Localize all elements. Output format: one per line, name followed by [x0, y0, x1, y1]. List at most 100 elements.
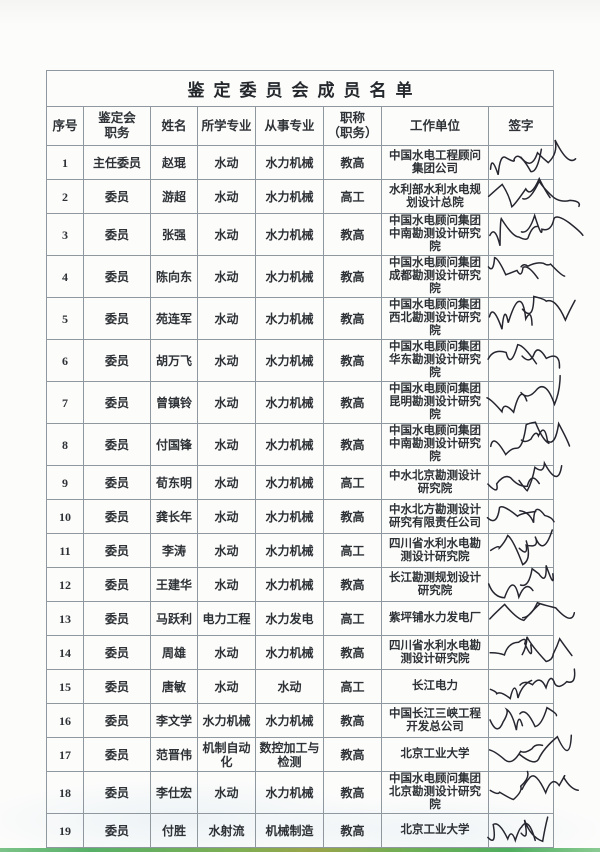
column-header: 所学专业 — [197, 106, 256, 146]
role-cell: 委员 — [83, 669, 151, 704]
job-title-cell: 教高 — [323, 813, 382, 848]
signature-cell — [488, 668, 576, 704]
major-cell: 水动 — [197, 499, 256, 534]
name-cell: 付国锋 — [150, 423, 198, 466]
job-title-cell: 高工 — [323, 601, 382, 636]
name-cell: 陈向东 — [150, 255, 198, 298]
table-header-row: 序号 鉴定会 职务 姓名 所学专业 从事专业 职称 （职务） 工作单位 签字 — [46, 106, 554, 146]
job-title-cell: 高工 — [323, 465, 382, 500]
job-title-cell: 高工 — [323, 669, 382, 704]
row-number-cell: 14 — [46, 635, 84, 670]
major-cell: 水动 — [197, 179, 256, 214]
signature-cell — [487, 460, 563, 500]
signature-scribble — [488, 734, 573, 763]
table-row: 9 委员 荀东明 水动 水力机械 高工 中水北京勘测设计研究院 — [46, 460, 563, 500]
row-number-cell: 4 — [46, 255, 84, 298]
role-cell: 委员 — [83, 771, 151, 814]
table-row: 12 委员 王建华 水动 水力机械 教高 长江勘测规划设计研究院 — [46, 565, 554, 602]
signature-cell — [488, 139, 577, 180]
table-row: 2 委员 游超 水动 水力机械 高工 水利部水利水电规划设计总院 — [46, 176, 581, 214]
job-title-cell: 教高 — [323, 339, 382, 382]
major-cell: 水动 — [197, 567, 256, 602]
work-unit-cell: 中国水电顾问集团北京勘测设计研究院 — [381, 771, 489, 814]
signature-scribble — [488, 295, 576, 330]
column-header: 鉴定会 职务 — [83, 106, 151, 146]
signature-cell — [488, 212, 584, 256]
job-title-cell: 教高 — [323, 499, 382, 534]
signature-scribble — [487, 176, 581, 209]
table-row: 7 委员 曾镇铃 水动 水力机械 教高 中国水电顾问集团昆明勘测设计研究院 — [46, 374, 561, 424]
major-cell: 机制自动化 — [197, 737, 256, 772]
name-cell: 李仕宏 — [150, 771, 198, 814]
work-unit-cell: 长江电力 — [381, 669, 489, 704]
name-cell: 周雄 — [150, 635, 198, 670]
row-number-cell: 2 — [46, 179, 84, 214]
signature-cell — [486, 374, 561, 424]
column-header: 序号 — [46, 106, 84, 146]
job-title-cell: 教高 — [323, 255, 382, 298]
job-title-cell: 教高 — [323, 635, 382, 670]
row-number-cell: 9 — [46, 465, 84, 500]
role-cell: 委员 — [83, 179, 151, 214]
signature-scribble — [486, 374, 561, 414]
work-unit-cell: 北京工业大学 — [381, 813, 489, 848]
job-title-cell: 教高 — [323, 297, 382, 340]
signature-scribble — [489, 636, 573, 663]
table-row: 16 委员 李文学 水力机械 水力机械 教高 中国长江三峡工程开发总公司 — [46, 703, 558, 738]
major-cell: 水动 — [197, 297, 256, 340]
committee-roster-table: 鉴定委员会成员名单 序号 鉴定会 职务 姓名 所学专业 从事专业 职称 （职务） 工作单位签… — [46, 70, 584, 848]
signature-cell — [487, 813, 554, 848]
work-unit-cell: 中国水电顾问集团昆明勘测设计研究院 — [381, 381, 489, 424]
name-cell: 张强 — [150, 213, 198, 256]
signature-scribble — [487, 256, 566, 280]
job-title-cell: 教高 — [323, 567, 382, 602]
work-unit-cell: 中国长江三峡工程开发总公司 — [381, 703, 489, 738]
column-header: 签字 — [488, 106, 554, 146]
role-cell: 委员 — [83, 703, 151, 738]
name-cell: 付胜 — [150, 813, 198, 848]
row-number-cell: 19 — [46, 813, 84, 848]
signature-scribble — [489, 421, 571, 456]
major-cell: 水动 — [197, 533, 256, 568]
major-cell: 水动 — [197, 635, 256, 670]
role-cell: 委员 — [83, 381, 151, 424]
name-cell: 赵琨 — [150, 145, 198, 180]
profession-cell: 机械制造 — [255, 813, 324, 848]
job-title-cell: 教高 — [323, 381, 382, 424]
row-number-cell: 16 — [46, 703, 84, 738]
work-unit-cell: 中国水电顾问集团中南勘测设计研究院 — [381, 423, 489, 466]
job-title-cell: 高工 — [323, 533, 382, 568]
scan-edge-strip — [0, 848, 600, 852]
work-unit-cell: 中国水电顾问集团华东勘测设计研究院 — [381, 339, 489, 382]
profession-cell: 数控加工与检测 — [255, 737, 324, 772]
table-row: 1 主任委员 赵琨 水动 水力机械 教高 中国水电工程顾问集团公司 — [46, 139, 577, 180]
profession-cell: 水力机械 — [255, 213, 324, 256]
role-cell: 委员 — [83, 635, 151, 670]
work-unit-cell: 长江勘测规划设计研究院 — [381, 567, 489, 602]
signature-scribble — [487, 460, 563, 492]
table-title-row: 鉴定委员会成员名单 — [46, 70, 554, 107]
major-cell: 水动 — [197, 145, 256, 180]
signature-cell — [487, 565, 554, 602]
work-unit-cell: 中国水电顾问集团西北勘测设计研究院 — [381, 297, 489, 340]
profession-cell: 水力机械 — [255, 703, 324, 738]
signature-cell — [488, 421, 571, 466]
role-cell: 委员 — [83, 737, 151, 772]
name-cell: 游超 — [150, 179, 198, 214]
profession-cell: 水力机械 — [255, 381, 324, 424]
signature-scribble — [489, 212, 584, 246]
signature-scribble — [486, 506, 555, 524]
role-cell: 委员 — [83, 567, 151, 602]
signature-cell — [488, 529, 554, 568]
signature-scribble — [489, 668, 576, 700]
role-cell: 委员 — [83, 255, 151, 298]
profession-cell: 水力机械 — [255, 499, 324, 534]
table-row: 10 委员 龚长年 水动 水力机械 教高 中水北方勘测设计研究有限责任公司 — [46, 499, 555, 534]
table-row: 19 委员 付胜 水射流 机械制造 教高 北京工业大学 — [46, 813, 554, 848]
major-cell: 水动 — [197, 465, 256, 500]
table-row: 13 委员 马跃利 电力工程 水力发电 高工 紫坪铺水力发电厂 — [46, 601, 576, 636]
signature-scribble — [489, 139, 577, 175]
profession-cell: 水力机械 — [255, 255, 324, 298]
profession-cell: 水力机械 — [255, 771, 324, 814]
